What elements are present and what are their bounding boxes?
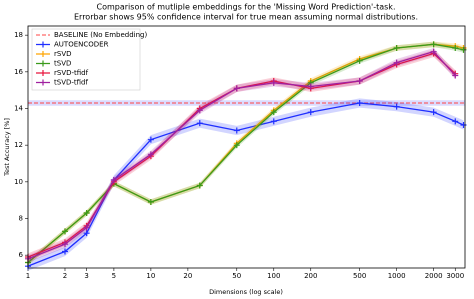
marker — [61, 248, 68, 255]
marker — [393, 45, 400, 51]
marker — [147, 136, 154, 143]
marker — [452, 45, 459, 51]
marker — [61, 228, 68, 235]
marker — [233, 85, 240, 92]
marker — [233, 142, 240, 149]
x-tick-label: 100 — [267, 272, 280, 280]
legend-swatch — [36, 60, 50, 67]
marker — [356, 100, 363, 106]
marker — [452, 72, 459, 79]
marker — [356, 57, 363, 64]
marker — [270, 118, 277, 125]
y-tick-label: 16 — [14, 68, 23, 76]
legend-swatch — [36, 70, 50, 76]
marker — [233, 127, 240, 134]
marker — [196, 120, 203, 127]
marker — [270, 109, 277, 116]
legend-label: tSVD-tfidf — [54, 79, 88, 87]
chart-title: Comparison of mutliple embeddings for th… — [97, 3, 396, 12]
x-tick-label: 20 — [183, 272, 192, 280]
y-tick-label: 10 — [14, 178, 23, 186]
series-line — [27, 102, 464, 267]
y-tick-label: 6 — [19, 251, 24, 259]
marker — [307, 109, 314, 116]
y-tick-label: 18 — [14, 31, 23, 39]
marker — [83, 230, 90, 237]
y-tick-label: 8 — [19, 215, 23, 223]
marker — [110, 177, 117, 183]
x-tick-label: 200 — [304, 272, 317, 280]
y-tick-label: 12 — [14, 141, 23, 149]
y-tick-label: 14 — [14, 105, 23, 113]
marker — [452, 118, 459, 125]
x-tick-label: 3 — [84, 272, 88, 280]
marker — [61, 241, 68, 248]
x-tick-label: 1000 — [388, 272, 406, 280]
marker — [460, 122, 467, 128]
legend-label: tSVD — [54, 60, 71, 68]
legend-swatch — [36, 79, 50, 86]
legend-box — [31, 28, 141, 91]
x-tick-label: 50 — [232, 272, 241, 280]
x-tick-label: 10 — [146, 272, 155, 280]
marker — [83, 224, 90, 231]
x-tick-label: 2000 — [425, 272, 443, 280]
legend-swatch — [36, 41, 50, 48]
marker — [430, 48, 437, 55]
marker — [196, 107, 203, 114]
x-tick-label: 3000 — [446, 272, 464, 280]
chart-subtitle: Errorbar shows 95% confidence interval f… — [74, 13, 418, 22]
legend-swatch — [36, 51, 50, 57]
marker — [270, 79, 277, 86]
x-tick-label: 500 — [353, 272, 366, 280]
legend-label: BASELINE (No Embedding) — [54, 31, 147, 39]
legend-label: rSVD-tfidf — [54, 69, 89, 77]
x-tick-label: 2 — [63, 272, 67, 280]
marker — [460, 46, 467, 53]
legend-label: rSVD — [54, 50, 72, 58]
x-axis-label: Dimensions (log scale) — [209, 288, 283, 296]
x-tick-label: 1 — [26, 272, 30, 280]
plot-frame — [27, 25, 466, 269]
marker — [83, 210, 90, 216]
marker — [430, 109, 437, 116]
marker — [430, 41, 437, 48]
marker — [196, 182, 203, 189]
legend-label: AUTOENCODER — [54, 41, 109, 49]
marker — [393, 59, 400, 66]
y-axis-label: Test Accuracy [%] — [3, 118, 11, 177]
series-line — [27, 43, 464, 263]
ci-band — [28, 48, 456, 263]
ci-band — [28, 98, 464, 271]
x-tick-label: 5 — [112, 272, 116, 280]
marker — [307, 83, 314, 90]
marker — [147, 199, 154, 205]
marker — [393, 103, 400, 110]
marker — [356, 78, 363, 84]
marker — [147, 151, 154, 158]
